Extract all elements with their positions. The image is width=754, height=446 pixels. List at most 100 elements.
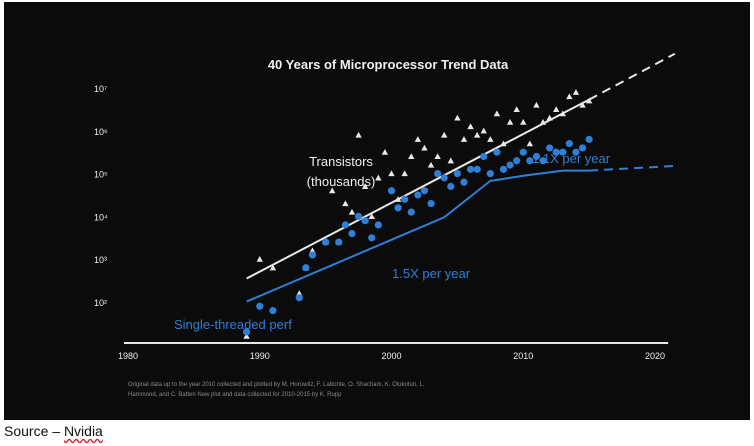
single-thread-point (578, 144, 587, 152)
transistor-point (243, 333, 250, 339)
transistor-point (546, 114, 553, 121)
transistor-point (493, 110, 501, 117)
single-thread-point (308, 251, 317, 259)
transistor-point (361, 183, 369, 189)
single-thread-point (493, 148, 501, 156)
single-thread-point (447, 182, 455, 191)
transistor-point (447, 157, 454, 164)
transistor-point (566, 93, 573, 100)
single-thread-series-label: Single-threaded perf (174, 317, 292, 332)
single-thread-point (387, 187, 396, 195)
single-thread-point (519, 148, 527, 156)
y-tick-label: 10² (94, 298, 107, 308)
transistor-point (427, 161, 435, 168)
single-thread-point (361, 217, 369, 225)
footnote-line-1: Original data up to the year 2010 collec… (128, 382, 425, 388)
transistor-point (434, 153, 441, 160)
transistor-point (539, 119, 547, 125)
single-thread-point (335, 238, 343, 246)
transistor-trend-extension (588, 52, 676, 101)
transistor-point (368, 213, 375, 219)
x-tick-label: 2020 (645, 351, 665, 361)
transistor-point (585, 97, 593, 104)
single-thread-point (539, 157, 547, 165)
single-thread-point (269, 306, 277, 315)
transistor-point (533, 101, 540, 108)
single-thread-point (354, 212, 363, 220)
transistor-point (394, 196, 402, 202)
transistor-trend-line (246, 98, 590, 280)
transistors-label-line-1: Transistors (309, 154, 373, 169)
single-thread-point (546, 144, 554, 152)
transistor-point (421, 144, 428, 151)
footnote-line-2: Hammond, and C. Batten New plot and data… (128, 392, 342, 398)
y-tick-label: 10⁷ (94, 84, 107, 94)
single-thread-point (559, 148, 567, 156)
source-caption-prefix: Source – (4, 423, 64, 439)
transistor-point (480, 127, 487, 134)
data-marks (242, 89, 593, 339)
single-thread-point (526, 157, 534, 165)
single-thread-trend-line (246, 169, 590, 303)
single-thread-point (427, 199, 435, 208)
single-thread-point (407, 208, 415, 216)
single-thread-point (414, 191, 422, 199)
single-thread-point (322, 238, 330, 246)
transistor-point (552, 106, 560, 112)
single-thread-point (368, 234, 376, 242)
transistor-point (355, 131, 362, 138)
x-tick-label: 2000 (381, 351, 401, 361)
single-thread-point (460, 178, 468, 186)
transistor-point (401, 170, 408, 177)
single-thread-point (434, 170, 442, 178)
transistor-point (454, 114, 461, 121)
single-thread-point (440, 174, 448, 182)
single-thread-point (295, 294, 303, 302)
single-thread-point (420, 187, 429, 195)
x-tick-label: 1990 (250, 351, 270, 361)
transistor-point (414, 136, 422, 142)
chart-title: 40 Years of Microprocessor Trend Data (268, 57, 509, 72)
single-thread-point (348, 229, 356, 238)
transistor-point (559, 110, 566, 117)
transistor-point (381, 149, 389, 155)
transistor-point (441, 131, 448, 138)
single-thread-point (242, 328, 251, 336)
single-thread-trend-extension (589, 164, 675, 172)
source-caption: Source – Nvidia (4, 423, 103, 439)
transistor-point (388, 170, 395, 177)
growth-annotation-slow: 1.1X per year (532, 151, 611, 166)
transistor-point (500, 140, 507, 147)
transistors-label-line-2: (thousands) (307, 174, 376, 189)
single-thread-point (499, 165, 508, 173)
transistor-point (513, 106, 520, 112)
single-thread-point (341, 221, 349, 229)
single-thread-point (401, 195, 409, 203)
single-thread-point (374, 221, 382, 229)
transistor-point (579, 101, 586, 108)
y-tick-label: 10³ (94, 255, 107, 265)
chart-plot-area: 40 Years of Microprocessor Trend Data 10… (94, 52, 676, 398)
transistor-point (375, 174, 382, 181)
single-thread-point (585, 135, 593, 143)
x-axis-tick-labels: 1980 1990 2000 2010 2020 (118, 351, 665, 361)
single-thread-point (453, 170, 461, 178)
single-thread-point (513, 157, 521, 165)
transistor-point (520, 119, 527, 125)
single-thread-point (256, 302, 264, 310)
single-thread-point (473, 165, 481, 173)
single-thread-point (480, 152, 488, 161)
single-thread-point (486, 170, 494, 178)
transistor-point (342, 200, 349, 207)
transistor-point (487, 136, 494, 142)
transistor-point (473, 131, 481, 138)
single-thread-point (572, 148, 580, 156)
transistor-point (269, 264, 277, 271)
single-thread-point (532, 152, 541, 161)
x-tick-label: 2010 (513, 351, 533, 361)
y-tick-label: 10⁴ (94, 212, 108, 222)
single-thread-point (466, 165, 475, 173)
single-thread-point (394, 204, 402, 212)
y-axis-tick-labels: 10² 10³ 10⁴ 10⁵ 10⁶ 10⁷ (94, 84, 108, 308)
